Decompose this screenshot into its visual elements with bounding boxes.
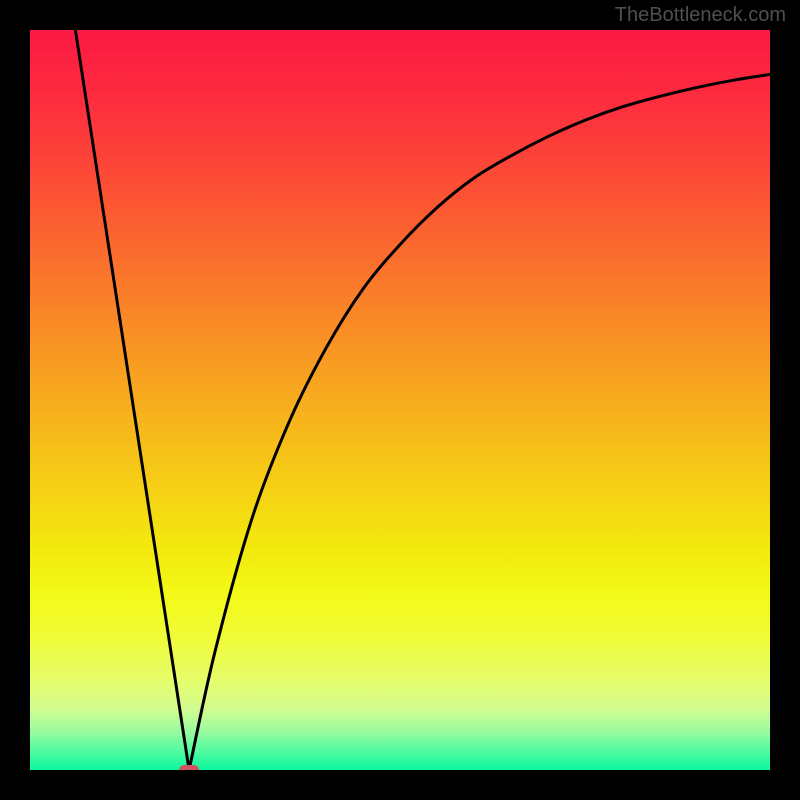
chart-background <box>30 30 770 770</box>
optimum-marker <box>179 765 199 770</box>
watermark-text: TheBottleneck.com <box>615 4 786 27</box>
chart-plot-area <box>30 30 770 770</box>
bottleneck-curve-chart <box>30 30 770 770</box>
